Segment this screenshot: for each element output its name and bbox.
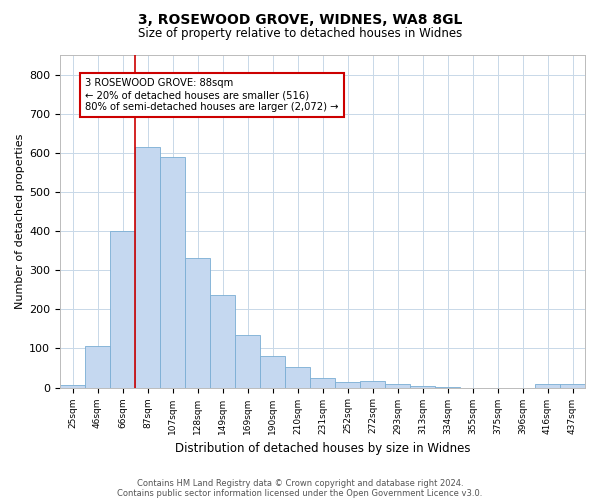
Bar (310, 378, 335, 388)
Bar (60, 385, 85, 388)
Bar (385, 384, 410, 388)
Text: 3, ROSEWOOD GROVE, WIDNES, WA8 8GL: 3, ROSEWOOD GROVE, WIDNES, WA8 8GL (138, 12, 462, 26)
Y-axis label: Number of detached properties: Number of detached properties (15, 134, 25, 309)
Bar (410, 386, 435, 388)
Text: 3 ROSEWOOD GROVE: 88sqm
← 20% of detached houses are smaller (516)
80% of semi-d: 3 ROSEWOOD GROVE: 88sqm ← 20% of detache… (85, 78, 338, 112)
Text: Contains HM Land Registry data © Crown copyright and database right 2024.: Contains HM Land Registry data © Crown c… (137, 478, 463, 488)
Bar (110, 231, 135, 388)
Bar (85, 346, 110, 388)
Text: Contains public sector information licensed under the Open Government Licence v3: Contains public sector information licen… (118, 488, 482, 498)
Bar (435, 387, 460, 388)
Bar (235, 334, 260, 388)
Bar (160, 156, 185, 388)
Text: Size of property relative to detached houses in Widnes: Size of property relative to detached ho… (138, 28, 462, 40)
Bar (185, 258, 210, 388)
Bar (335, 382, 360, 388)
Bar (285, 367, 310, 388)
Bar (360, 380, 385, 388)
Bar (135, 147, 160, 388)
Bar (560, 384, 585, 388)
Bar (535, 384, 560, 388)
X-axis label: Distribution of detached houses by size in Widnes: Distribution of detached houses by size … (175, 442, 470, 455)
Bar (260, 356, 285, 388)
Bar (210, 295, 235, 388)
